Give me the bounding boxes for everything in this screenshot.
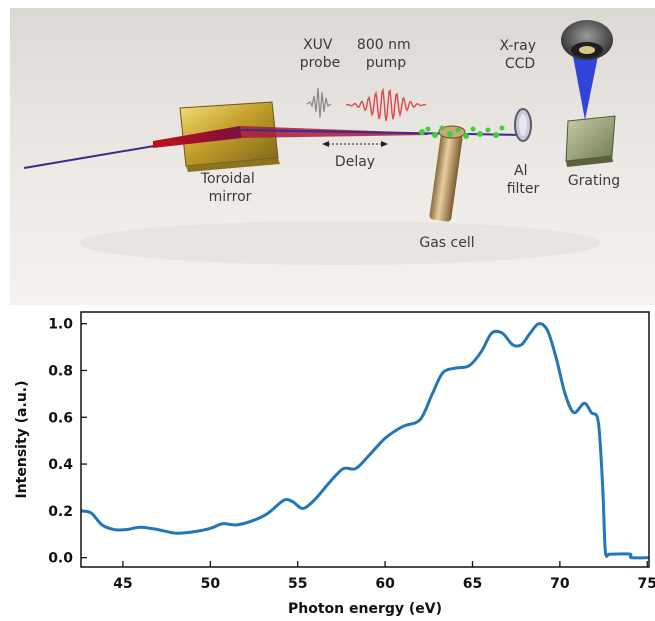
x-axis-label: Photon energy (eV) bbox=[288, 601, 442, 617]
x-tick-label: 60 bbox=[375, 576, 395, 592]
x-tick-label: 50 bbox=[201, 576, 221, 592]
label-xuv-probe: XUV probe bbox=[300, 37, 340, 71]
x-tick-label: 55 bbox=[288, 576, 307, 592]
y-tick-label: 0.4 bbox=[48, 457, 73, 473]
label-al-filter: Al filter bbox=[507, 163, 540, 197]
gas-molecules bbox=[419, 125, 505, 139]
plot-frame bbox=[80, 311, 650, 568]
label-ccd: X-ray CCD bbox=[499, 38, 540, 72]
label-pump: 800 nm pump bbox=[357, 37, 415, 71]
label-delay: Delay bbox=[335, 154, 375, 170]
delay-arrow bbox=[322, 141, 388, 147]
ir-pump-pulse bbox=[345, 87, 427, 122]
x-tick-label: 70 bbox=[550, 576, 570, 592]
y-tick-label: 0.2 bbox=[48, 504, 73, 520]
x-tick-label: 65 bbox=[463, 576, 482, 592]
al-filter bbox=[514, 108, 532, 142]
x-tick-label: 45 bbox=[113, 576, 132, 592]
xuv-probe-pulse bbox=[306, 87, 332, 119]
y-tick-label: 0.0 bbox=[48, 551, 73, 567]
y-tick-label: 0.8 bbox=[48, 363, 73, 379]
spectrum-series-line bbox=[80, 322, 650, 560]
diffracted-xuv-fan bbox=[573, 56, 598, 120]
label-grating: Grating bbox=[568, 173, 620, 189]
grating bbox=[565, 115, 616, 167]
xray-ccd-camera bbox=[561, 20, 613, 60]
y-tick-label: 0.6 bbox=[48, 410, 73, 426]
experimental-setup-illustration: XUV probe 800 nm pump X-ray CCD Toroidal… bbox=[10, 8, 655, 305]
y-axis-label: Intensity (a.u.) bbox=[14, 380, 30, 498]
xuv-beam-incoming bbox=[23, 144, 161, 169]
label-toroidal-mirror: Toroidal mirror bbox=[200, 171, 259, 205]
xuv-spectrum-plot: 45 50 55 60 65 70 75 0.0 0.2 0.4 0.6 0.8 1.0 Photon… bbox=[14, 311, 655, 617]
y-tick-label: 1.0 bbox=[48, 317, 73, 333]
focused-ir-beam bbox=[153, 126, 242, 148]
label-gas-cell: Gas cell bbox=[419, 235, 474, 251]
x-axis-ticks: 45 50 55 60 65 70 75 bbox=[113, 561, 655, 592]
x-tick-label: 75 bbox=[638, 576, 655, 592]
